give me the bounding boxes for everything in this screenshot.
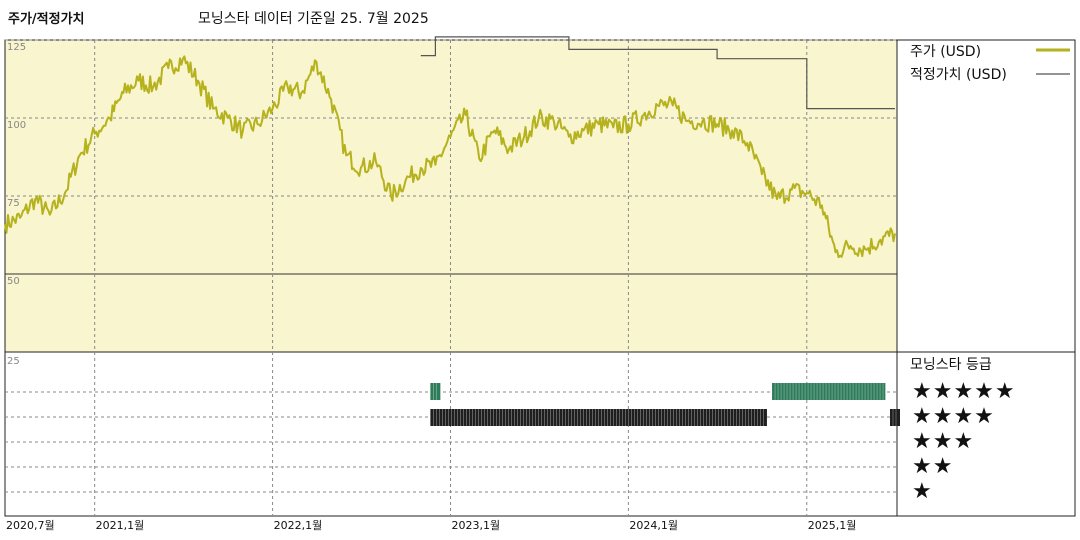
star-rating-3: ★★★ [912,429,975,454]
legend-fair-label: 적정가치 (USD) [910,67,1007,83]
rating-bar-5-star [430,383,441,400]
rating-bar-5-star [772,383,886,400]
star-rating-2: ★★ [912,454,954,479]
price-line [4,55,896,259]
fair-value-line [420,36,895,110]
x-tick-label: 2025,1월 [808,519,857,532]
x-tick-label: 2020,7월 [6,519,55,532]
y-tick-label: 25 [7,356,20,367]
y-tick-label: 100 [7,120,26,131]
rating-title: 모닝스타 등급 [910,357,992,373]
star-rating-4: ★★★★ [912,404,995,429]
x-tick-label: 2023,1월 [451,519,500,532]
chart-title: 주가/적정가치 [8,12,85,27]
rating-bar-4-star [890,409,900,426]
y-tick-label: 75 [7,198,20,209]
x-tick-label: 2024,1월 [629,519,678,532]
y-tick-label: 125 [7,42,26,53]
star-rating-1: ★ [912,479,933,504]
data-date-subtitle: 모닝스타 데이터 기준일 25. 7월 2025 [198,11,429,27]
x-tick-label: 2022,1월 [274,519,323,532]
star-rating-5: ★★★★★ [912,379,1016,404]
y-tick-label: 50 [7,276,20,287]
legend-price-label: 주가 (USD) [910,44,981,60]
x-tick-label: 2021,1월 [96,519,145,532]
